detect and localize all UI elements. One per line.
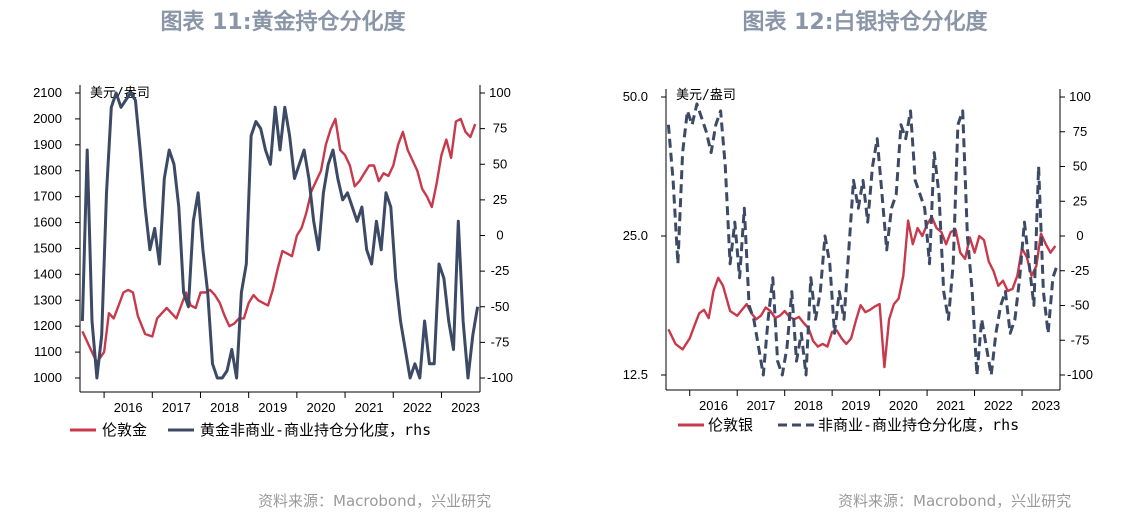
x-tick-label: 2020: [307, 400, 336, 415]
source-note-silver: 资料来源：Macrobond，兴业研究: [838, 492, 1072, 510]
x-tick-label: 2019: [841, 398, 870, 413]
right-tick-label: -50: [491, 299, 510, 314]
right-tick-label: 0: [1076, 228, 1083, 243]
left-tick-label: 1500: [33, 240, 62, 255]
x-tick-label: 2017: [746, 398, 775, 413]
x-tick-label: 2021: [355, 400, 384, 415]
right-tick-label: -25: [1071, 263, 1090, 278]
x-tick-label: 2017: [162, 400, 191, 415]
price-series-line: [81, 117, 477, 364]
right-tick-label: -25: [491, 263, 510, 278]
right-tick-label: 100: [1069, 89, 1091, 104]
right-tick-label: -75: [491, 334, 510, 349]
right-tick-label: -75: [1071, 332, 1090, 347]
x-tick-label: 2022: [403, 400, 432, 415]
right-tick-label: 75: [1073, 124, 1087, 139]
x-tick-label: 2016: [114, 400, 143, 415]
left-tick-label: 1800: [33, 163, 62, 178]
right-tick-label: -100: [1067, 367, 1093, 382]
positioning-series-line: [666, 102, 1060, 377]
right-tick-label: 25: [1073, 193, 1087, 208]
left-tick-label: 1400: [33, 266, 62, 281]
right-tick-label: 50: [493, 156, 507, 171]
x-tick-label: 2023: [1031, 398, 1060, 413]
left-tick-label: 1100: [34, 344, 62, 359]
right-tick-label: 25: [493, 192, 507, 207]
unit-label: 美元/盎司: [90, 86, 150, 101]
silver-positioning-chart: 12.5 25.0 50.0 -100 -75 -50 -25 0 25 50 75 100 2016 2…: [623, 88, 1093, 434]
left-tick-label: 12.5: [623, 367, 648, 382]
x-tick-label: 2020: [889, 398, 918, 413]
unit-label: 美元/盎司: [676, 88, 736, 103]
right-tick-label: -50: [1071, 298, 1090, 313]
left-tick-label: 2000: [33, 111, 62, 126]
source-note-gold: 资料来源：Macrobond，兴业研究: [258, 492, 492, 510]
x-tick-label: 2018: [210, 400, 239, 415]
left-tick-label: 50.0: [623, 89, 648, 104]
legend-label: 伦敦银: [708, 416, 753, 434]
right-tick-label: -100: [487, 370, 513, 385]
gold-positioning-chart: 1000110012001300140015001600170018001900…: [33, 85, 513, 439]
chart-title-silver: 图表 12:白银持仓分化度: [742, 10, 988, 35]
left-tick-label: 1600: [33, 215, 62, 230]
legend-label: 黄金非商业-商业持仓分化度，rhs: [200, 421, 431, 439]
chart-title-gold: 图表 11:黄金持仓分化度: [160, 10, 406, 35]
left-tick-label: 1900: [33, 137, 62, 152]
right-tick-label: 75: [493, 121, 507, 136]
right-tick-label: 0: [496, 228, 503, 243]
x-tick-label: 2022: [984, 398, 1013, 413]
x-tick-label: 2023: [451, 400, 480, 415]
right-tick-label: 50: [1073, 159, 1087, 174]
left-tick-label: 1200: [33, 318, 62, 333]
left-tick-label: 2100: [33, 85, 62, 100]
left-tick-label: 25.0: [623, 228, 648, 243]
left-tick-label: 1300: [33, 292, 62, 307]
right-tick-label: 100: [489, 85, 511, 100]
x-tick-label: 2018: [794, 398, 823, 413]
price-series-line: [667, 215, 1057, 369]
left-tick-label: 1700: [33, 189, 62, 204]
x-tick-label: 2019: [258, 400, 287, 415]
x-tick-label: 2021: [936, 398, 965, 413]
x-tick-label: 2016: [699, 398, 728, 413]
legend-label: 非商业-商业持仓分化度，rhs: [818, 416, 1019, 434]
positioning-series-line: [80, 91, 480, 380]
legend-label: 伦敦金: [102, 421, 147, 439]
left-tick-label: 1000: [33, 370, 62, 385]
